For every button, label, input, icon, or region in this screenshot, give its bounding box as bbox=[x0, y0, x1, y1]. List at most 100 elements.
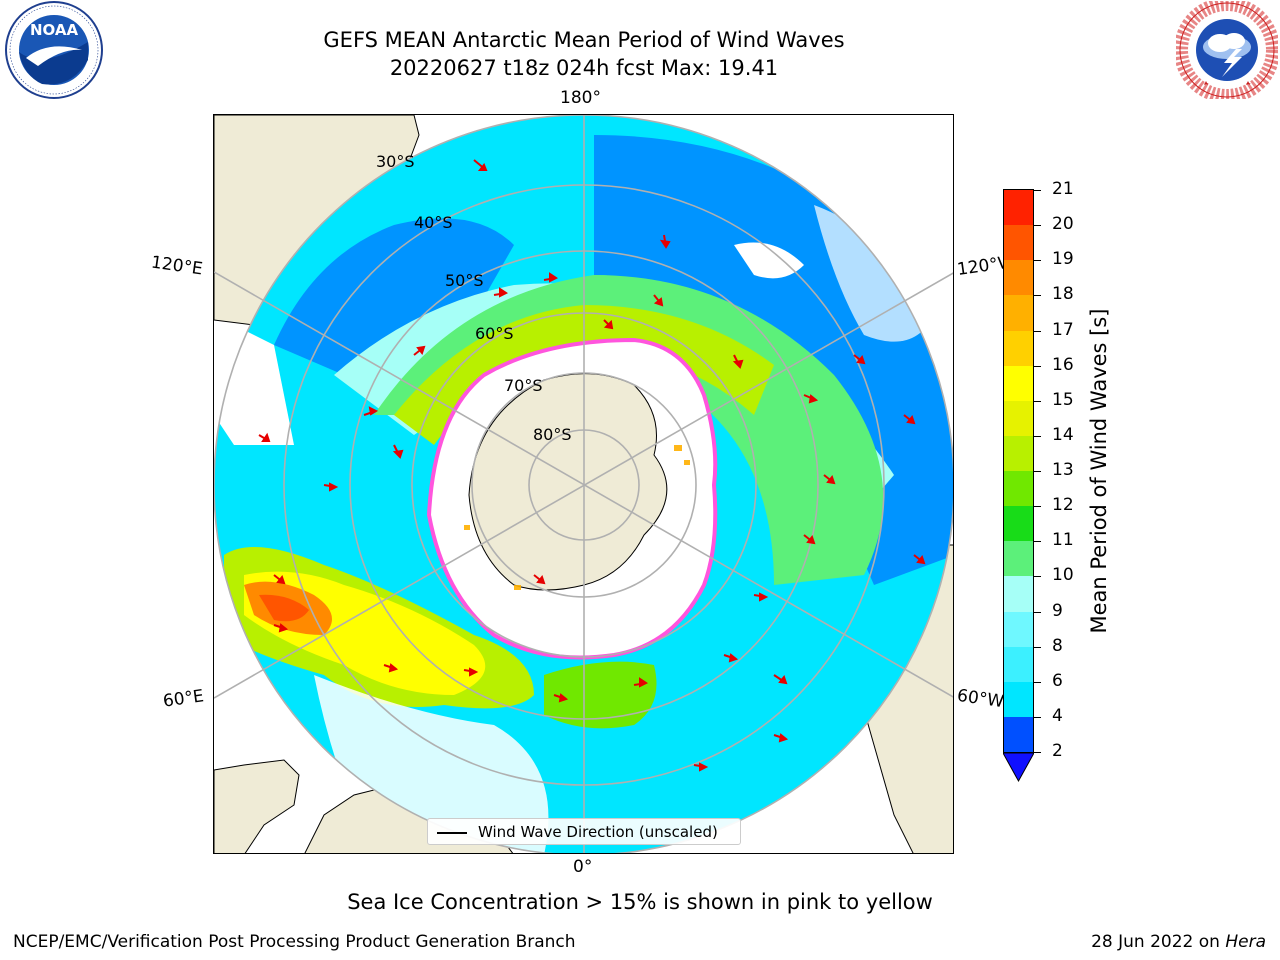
colorbar-tick-label: 9 bbox=[1052, 600, 1063, 621]
colorbar-segment bbox=[1004, 646, 1033, 682]
colorbar-tick bbox=[1034, 541, 1041, 543]
wave-arrow bbox=[773, 674, 788, 685]
colorbar-tick bbox=[1034, 576, 1041, 578]
colorbar-tick bbox=[1034, 330, 1041, 332]
map-canvas bbox=[214, 115, 953, 853]
lat-label-30s: 30°S bbox=[376, 152, 415, 171]
footer-date: 28 Jun 2022 on Hera bbox=[1091, 932, 1266, 952]
wave-arrow bbox=[273, 574, 286, 585]
wave-arrow bbox=[363, 406, 379, 416]
wave-arrow bbox=[543, 272, 558, 283]
noaa-logo: NOAA bbox=[5, 1, 103, 99]
colorbar-tick-label: 16 bbox=[1052, 354, 1074, 375]
colorbar-segment bbox=[1004, 470, 1033, 507]
footer-host: Hera bbox=[1225, 932, 1266, 952]
colorbar-segment bbox=[1004, 435, 1033, 471]
colorbar-tick-label: 15 bbox=[1052, 389, 1074, 410]
wave-arrow bbox=[493, 287, 508, 298]
colorbar-tick bbox=[1034, 435, 1041, 437]
wave-arrow bbox=[392, 444, 404, 459]
wave-period-field bbox=[214, 115, 953, 853]
colorbar-segment bbox=[1004, 224, 1033, 261]
wind-wave-arrows bbox=[258, 159, 926, 772]
lon-label-60w: 60°W bbox=[955, 685, 1006, 713]
wave-arrow bbox=[903, 414, 916, 425]
colorbar-label: Mean Period of Wind Waves [s] bbox=[1087, 308, 1111, 634]
colorbar-tick bbox=[1034, 260, 1041, 262]
lon-label-0: 0° bbox=[573, 857, 593, 877]
wave-arrow bbox=[413, 345, 426, 356]
graticule bbox=[214, 115, 953, 853]
wave-arrow bbox=[732, 354, 744, 369]
colorbar-segment bbox=[1004, 189, 1033, 226]
wave-arrow bbox=[633, 677, 648, 688]
colorbar-tick-label: 11 bbox=[1052, 530, 1074, 551]
colorbar-tick-label: 20 bbox=[1052, 214, 1074, 235]
colorbar bbox=[1003, 189, 1034, 753]
plot-subtitle-forecast: 20220627 t18z 024h fcst Max: 19.41 bbox=[389, 56, 779, 80]
colorbar-tick bbox=[1034, 681, 1041, 683]
colorbar-tick-label: 21 bbox=[1052, 179, 1074, 199]
map-panel bbox=[213, 114, 954, 854]
colorbar-segment bbox=[1004, 400, 1033, 436]
wave-arrow bbox=[823, 474, 836, 485]
colorbar-tick-label: 10 bbox=[1052, 565, 1074, 586]
colorbar-segment bbox=[1004, 575, 1033, 612]
wave-arrow bbox=[773, 733, 789, 743]
sea-ice-note: Sea Ice Concentration > 15% is shown in … bbox=[347, 890, 933, 914]
plot-title: GEFS MEAN Antarctic Mean Period of Wind … bbox=[323, 28, 845, 52]
wave-arrow bbox=[753, 592, 769, 602]
wave-arrow bbox=[473, 159, 488, 171]
colorbar-tick bbox=[1034, 716, 1041, 718]
colorbar-segment bbox=[1004, 681, 1033, 717]
colorbar-tick-label: 18 bbox=[1052, 284, 1074, 305]
colorbar-tick bbox=[1034, 471, 1041, 472]
wave-arrow bbox=[853, 354, 866, 365]
lat-label-60s: 60°S bbox=[475, 324, 514, 343]
sea-ice-region bbox=[426, 337, 718, 660]
wave-arrow bbox=[323, 482, 339, 492]
colorbar-tick-label: 4 bbox=[1052, 705, 1063, 726]
colorbar-segment bbox=[1004, 330, 1033, 366]
lat-label-40s: 40°S bbox=[414, 213, 453, 232]
colorbar-segment bbox=[1004, 365, 1033, 401]
wave-arrow bbox=[553, 693, 569, 703]
colorbar-tick-label: 19 bbox=[1052, 249, 1074, 270]
wave-arrow bbox=[803, 534, 816, 545]
colorbar-segment bbox=[1004, 540, 1033, 577]
footer-date-text: 28 Jun 2022 on bbox=[1091, 932, 1226, 952]
colorbar-tick-label: 6 bbox=[1052, 670, 1063, 691]
colorbar-segment bbox=[1004, 259, 1033, 296]
noaa-logo-text: NOAA bbox=[30, 21, 79, 39]
wave-arrow bbox=[803, 394, 819, 404]
wave-arrow bbox=[913, 554, 926, 565]
nws-logo bbox=[1176, 1, 1278, 99]
colorbar-tick bbox=[1034, 611, 1041, 613]
legend-label: Wind Wave Direction (unscaled) bbox=[478, 823, 718, 841]
wave-arrow bbox=[383, 663, 399, 673]
wave-arrow bbox=[258, 432, 271, 442]
colorbar-segment bbox=[1004, 611, 1033, 647]
wave-arrow bbox=[653, 294, 664, 307]
colorbar-tick-label: 17 bbox=[1052, 319, 1074, 340]
colorbar-tick bbox=[1034, 365, 1041, 367]
colorbar-tick bbox=[1034, 225, 1041, 227]
map-legend: Wind Wave Direction (unscaled) bbox=[427, 818, 741, 845]
colorbar-tick-label: 8 bbox=[1052, 635, 1063, 656]
colorbar-extend-min bbox=[1003, 753, 1034, 783]
colorbar-tick bbox=[1034, 190, 1041, 191]
wave-arrow bbox=[463, 667, 479, 677]
lat-label-70s: 70°S bbox=[504, 376, 543, 395]
lat-label-50s: 50°S bbox=[445, 271, 484, 290]
colorbar-tick-label: 2 bbox=[1052, 741, 1063, 761]
colorbar-segment bbox=[1004, 294, 1033, 331]
wave-arrow bbox=[533, 574, 546, 585]
legend-line-swatch bbox=[437, 832, 467, 834]
colorbar-segment bbox=[1004, 505, 1033, 542]
colorbar-tick-label: 14 bbox=[1052, 424, 1074, 445]
wave-arrow bbox=[693, 762, 709, 772]
colorbar-tick bbox=[1034, 400, 1041, 402]
lat-label-80s: 80°S bbox=[533, 425, 572, 444]
wave-arrow bbox=[273, 623, 289, 633]
wave-arrow bbox=[603, 319, 614, 330]
